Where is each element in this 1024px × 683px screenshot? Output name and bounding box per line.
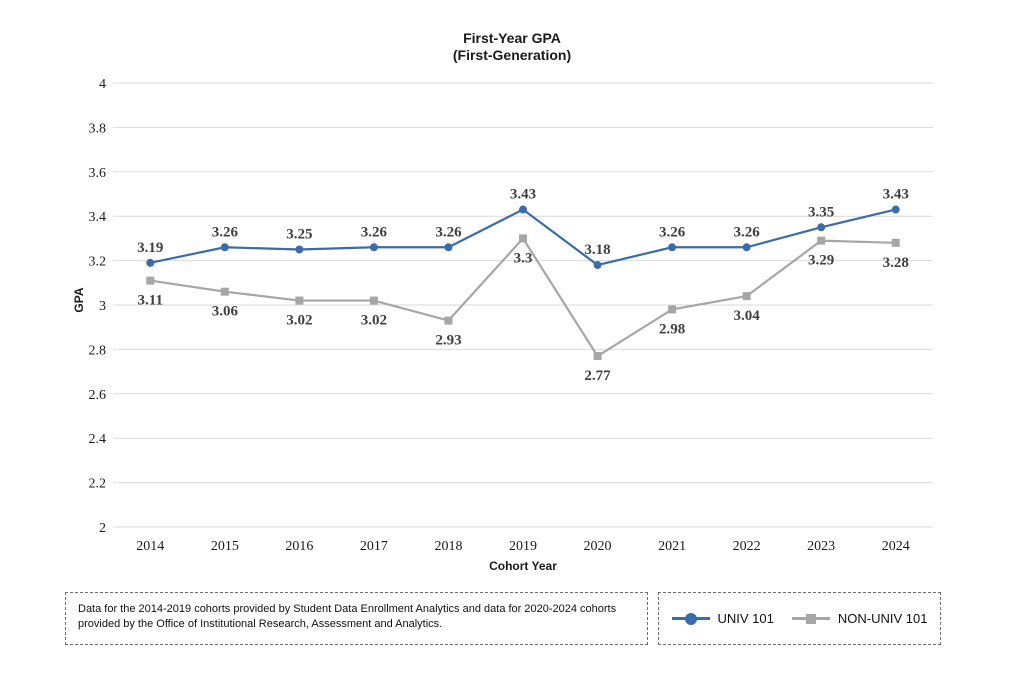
chart-title-line2: (First-Generation) (452, 47, 572, 63)
svg-text:2022: 2022 (733, 539, 761, 554)
svg-text:3.26: 3.26 (361, 224, 388, 240)
legend-item-non-univ-101: NON-UNIV 101 (791, 611, 928, 626)
svg-text:3.19: 3.19 (137, 240, 163, 256)
svg-text:3.43: 3.43 (883, 187, 909, 203)
footnote-box: Data for the 2014-2019 cohorts provided … (65, 592, 648, 645)
svg-text:3.2: 3.2 (89, 255, 107, 270)
svg-text:2019: 2019 (509, 539, 537, 554)
svg-text:3.26: 3.26 (212, 224, 239, 240)
svg-text:3: 3 (99, 299, 106, 314)
svg-text:2015: 2015 (211, 539, 239, 554)
svg-text:2.4: 2.4 (89, 432, 107, 447)
svg-text:3.4: 3.4 (89, 210, 107, 225)
svg-text:3.35: 3.35 (808, 204, 834, 220)
chart-title-line1: First-Year GPA (463, 30, 561, 46)
svg-text:3.26: 3.26 (734, 224, 761, 240)
svg-text:2.98: 2.98 (659, 321, 685, 337)
univ-101-line-marker-icon (671, 612, 710, 625)
svg-text:2021: 2021 (658, 539, 686, 554)
x-axis-title: Cohort Year (489, 559, 557, 573)
legend-item-univ-101: UNIV 101 (671, 611, 774, 626)
svg-text:2: 2 (99, 521, 106, 536)
svg-text:3.8: 3.8 (89, 121, 107, 136)
svg-text:3.29: 3.29 (808, 253, 834, 269)
svg-text:3.18: 3.18 (584, 242, 610, 258)
svg-text:3.6: 3.6 (89, 166, 107, 181)
svg-text:3.02: 3.02 (361, 313, 387, 329)
svg-text:2023: 2023 (807, 539, 835, 554)
svg-text:2.6: 2.6 (89, 388, 107, 403)
svg-text:2.2: 2.2 (89, 477, 107, 492)
svg-text:3.28: 3.28 (883, 255, 909, 271)
svg-text:3.04: 3.04 (734, 308, 761, 324)
svg-text:3.43: 3.43 (510, 187, 536, 203)
non-univ-101-line-marker-icon (791, 613, 830, 624)
legend-label-non-univ-101: NON-UNIV 101 (837, 611, 928, 626)
svg-text:3.25: 3.25 (286, 227, 312, 243)
svg-text:3.02: 3.02 (286, 313, 312, 329)
svg-text:4: 4 (99, 77, 106, 92)
svg-text:3.06: 3.06 (212, 304, 239, 320)
svg-text:2016: 2016 (285, 539, 313, 554)
svg-text:3.11: 3.11 (138, 293, 163, 309)
svg-text:2020: 2020 (584, 539, 612, 554)
svg-text:2018: 2018 (434, 539, 462, 554)
legend-label-univ-101: UNIV 101 (717, 611, 774, 626)
svg-text:2.93: 2.93 (435, 333, 461, 349)
svg-text:3.26: 3.26 (435, 224, 462, 240)
svg-text:3.26: 3.26 (659, 224, 686, 240)
chart-title: First-Year GPA (First-Generation) (0, 30, 1024, 64)
svg-text:2.8: 2.8 (89, 343, 107, 358)
svg-text:2014: 2014 (136, 539, 164, 554)
svg-text:3.3: 3.3 (514, 250, 533, 266)
svg-text:2.77: 2.77 (584, 368, 611, 384)
legend-box: UNIV 101 NON-UNIV 101 (658, 592, 941, 645)
footnote-text: Data for the 2014-2019 cohorts provided … (78, 603, 617, 630)
svg-text:2024: 2024 (882, 539, 910, 554)
svg-text:2017: 2017 (360, 539, 388, 554)
